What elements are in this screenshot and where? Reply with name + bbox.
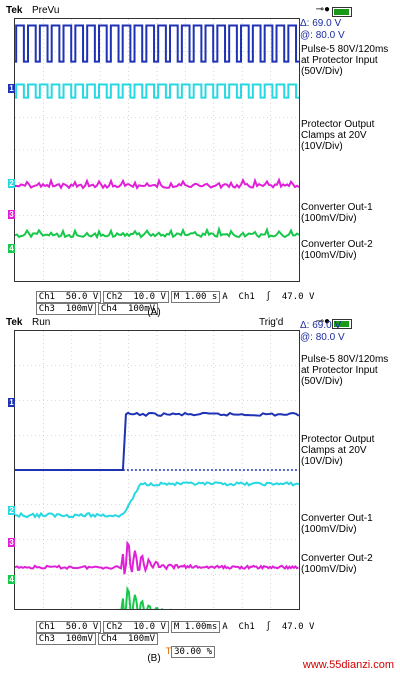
battery-icon [332, 319, 352, 329]
channel-4-marker: 4 [8, 244, 15, 253]
readout-ch3: Ch3 100mV [35, 633, 96, 645]
trigger-position-value: 30.00 % [171, 646, 216, 658]
panel-caption: (A) [147, 307, 161, 318]
status-bar: Tek Run Trig'd [4, 316, 304, 330]
scope-panel-b: Tek Run Trig'd ⊸● Δ: 69.0 V @: 80.0 V 1 … [4, 316, 396, 666]
trigger-marker-icon: T [165, 647, 172, 657]
readout-line-2: Ch3 100mV Ch4 100mV [14, 293, 160, 325]
series-label-ch1: Pulse-5 80V/120ms at Protector Input (50… [301, 354, 389, 387]
readout-line-2: Ch3 100mV Ch4 100mV [14, 623, 160, 655]
channel-1-marker: 1 [8, 84, 15, 93]
series-label-ch2: Protector Output Clamps at 20V (10V/Div) [301, 119, 375, 152]
channel-3-marker: 3 [8, 210, 15, 219]
channel-4-marker: 4 [8, 575, 15, 584]
series-label-ch1: Pulse-5 80V/120ms at Protector Input (50… [301, 44, 389, 77]
channel-2-marker: 2 [8, 506, 15, 515]
brand-label: Tek [6, 5, 23, 16]
readout-ch4: Ch4 100mV [97, 633, 159, 645]
readout-ch2: Ch2 10.0 V [103, 291, 169, 303]
status-bar: Tek PreVu [4, 4, 304, 18]
series-label-ch2: Protector Output Clamps at 20V (10V/Div) [301, 434, 375, 467]
graticule [14, 18, 300, 282]
series-label-ch4: Converter Out-2 (100mV/Div) [301, 553, 373, 575]
series-label-ch3: Converter Out-1 (100mV/Div) [301, 513, 373, 535]
readout-ch1: Ch1 50.0 V [35, 621, 102, 633]
brand-label: Tek [6, 317, 23, 328]
trace-ch3 [15, 540, 299, 575]
watermark: www.55dianzi.com [302, 659, 394, 671]
at-readout: @: 80.0 V [300, 332, 345, 343]
mode-label: PreVu [32, 5, 60, 16]
graticule [14, 330, 300, 610]
readout-ch4: Ch4 100mV [97, 303, 159, 315]
readout-timebase: M 1.00 s [170, 291, 221, 303]
channel-2-marker: 2 [8, 179, 15, 188]
trace-ch1 [15, 411, 299, 471]
series-label-ch3: Converter Out-1 (100mV/Div) [301, 202, 373, 224]
power-plug-icon: ⊸● [315, 4, 330, 15]
panel-caption: (B) [147, 653, 161, 664]
battery-icon [332, 7, 352, 17]
delta-readout: Δ: 69.0 V [300, 18, 342, 29]
readout-trigger: A Ch1 ∫ 47.0 V [222, 622, 315, 632]
readout-ch3: Ch3 100mV [35, 303, 96, 315]
power-plug-icon: ⊸● [315, 316, 330, 327]
scope-panel-a: Tek PreVu ⊸● Δ: 69.0 V @: 80.0 V 1 2 3 4… [4, 4, 396, 318]
channel-3-marker: 3 [8, 538, 15, 547]
series-label-ch4: Converter Out-2 (100mV/Div) [301, 239, 373, 261]
trace-ch1 [15, 24, 299, 63]
trigger-position: T 30.00 % [144, 636, 217, 668]
trigger-status: Trig'd [259, 317, 284, 328]
delta-readout: Δ: 69.0 V [300, 320, 342, 331]
mode-label: Run [32, 317, 51, 328]
trace-ch2 [15, 481, 299, 519]
trace-ch2 [15, 83, 299, 99]
readout-ch2: Ch2 10.0 V [103, 621, 169, 633]
at-readout: @: 80.0 V [300, 30, 345, 41]
trace-ch3 [15, 177, 299, 190]
readout-timebase: M 1.00ms [170, 621, 221, 633]
readout-trigger: A Ch1 ∫ 47.0 V [222, 292, 315, 302]
readout-ch1: Ch1 50.0 V [35, 291, 102, 303]
channel-1-marker: 1 [8, 398, 15, 407]
trace-ch4 [15, 225, 299, 240]
